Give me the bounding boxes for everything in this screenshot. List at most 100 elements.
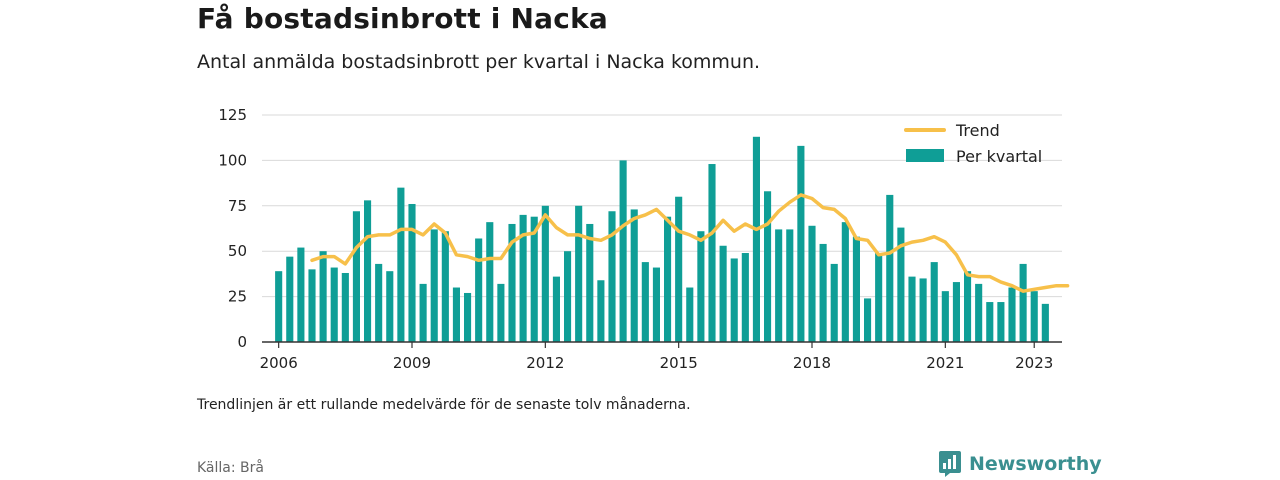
x-tick-label: 2009 (393, 354, 431, 372)
bar (597, 280, 605, 342)
x-tick-label: 2018 (793, 354, 831, 372)
bar (908, 276, 916, 342)
y-tick-label: 25 (228, 288, 247, 306)
bar (741, 253, 749, 342)
bar (964, 271, 972, 342)
bar (297, 247, 305, 342)
bar (764, 191, 772, 342)
y-tick-label: 125 (218, 106, 247, 124)
bar (486, 222, 494, 342)
source-note: Källa: Brå (197, 460, 264, 476)
bar (841, 222, 849, 342)
bar (530, 216, 538, 342)
x-tick-label: 2021 (926, 354, 964, 372)
legend: Trend Per kvartal (904, 121, 1042, 166)
trend-line (310, 193, 1070, 293)
bar (375, 263, 383, 342)
bar (341, 272, 349, 342)
bar (308, 269, 316, 342)
bar (675, 196, 683, 342)
y-axis: 0 25 50 75 100 125 (218, 106, 247, 351)
bar (975, 283, 983, 342)
bar (986, 302, 994, 342)
bar (997, 302, 1005, 342)
page-subtitle: Antal anmälda bostadsinbrott per kvartal… (197, 51, 761, 73)
bar (852, 236, 860, 342)
bar (275, 271, 283, 342)
y-tick-label: 50 (228, 242, 247, 260)
bar (864, 298, 872, 342)
bar (419, 283, 427, 342)
bar (797, 145, 805, 342)
bar (630, 209, 638, 342)
legend-swatch-bars (906, 149, 944, 162)
bar (730, 258, 738, 342)
legend-label-bars: Per kvartal (956, 147, 1042, 166)
bar (641, 262, 649, 342)
bar (1041, 303, 1049, 342)
bar (519, 214, 527, 342)
y-tick-label: 0 (237, 333, 247, 351)
bar (508, 223, 516, 342)
bar (464, 292, 472, 342)
bar (897, 227, 905, 342)
bar (875, 253, 883, 342)
bar (430, 229, 438, 342)
page-title: Få bostadsinbrott i Nacka (197, 2, 608, 35)
bar (475, 238, 483, 342)
bar (441, 231, 449, 342)
bar (652, 267, 660, 342)
bar (775, 229, 783, 342)
bar (319, 251, 327, 342)
bar (808, 225, 816, 342)
bar (930, 262, 938, 342)
bar (886, 194, 894, 342)
bar (708, 164, 716, 342)
bar (664, 216, 672, 342)
bar (397, 187, 405, 342)
x-tick-label: 2023 (1015, 354, 1053, 372)
trend-line-group (310, 193, 1070, 293)
bar (452, 287, 460, 342)
bar (286, 256, 294, 342)
bar (386, 271, 394, 342)
bar (408, 203, 416, 342)
bar (364, 200, 372, 342)
bar-chart-speech-bubble-icon (939, 451, 961, 477)
bar (919, 278, 927, 342)
y-tick-label: 100 (218, 151, 247, 169)
bar (941, 291, 949, 342)
bar (619, 160, 627, 342)
bars (275, 136, 1049, 342)
bar (586, 223, 594, 342)
bar (1008, 287, 1016, 342)
bar (952, 282, 960, 342)
bar (686, 287, 694, 342)
brand-name: Newsworthy (969, 453, 1102, 475)
x-tick-label: 2015 (660, 354, 698, 372)
bar (552, 276, 560, 342)
bar (830, 263, 838, 342)
x-tick-label: 2006 (260, 354, 298, 372)
bar (564, 251, 572, 342)
bar (819, 243, 827, 342)
bar (330, 267, 338, 342)
bar (352, 211, 360, 342)
legend-label-trend: Trend (955, 121, 1000, 140)
brand-logo: Newsworthy (938, 450, 1102, 478)
x-axis: 2006 2009 2012 2015 2018 2021 2023 (260, 341, 1062, 372)
x-tick-label: 2012 (526, 354, 564, 372)
bar (719, 245, 727, 342)
bar (1030, 291, 1038, 342)
bar (608, 211, 616, 342)
bar (1019, 263, 1027, 342)
bar (786, 229, 794, 342)
bar (752, 136, 760, 342)
bar (497, 283, 505, 342)
bar (541, 205, 549, 342)
bar (697, 231, 705, 342)
y-tick-label: 75 (228, 197, 247, 215)
footnote: Trendlinjen är ett rullande medelvärde f… (197, 397, 691, 413)
bar (575, 205, 583, 342)
